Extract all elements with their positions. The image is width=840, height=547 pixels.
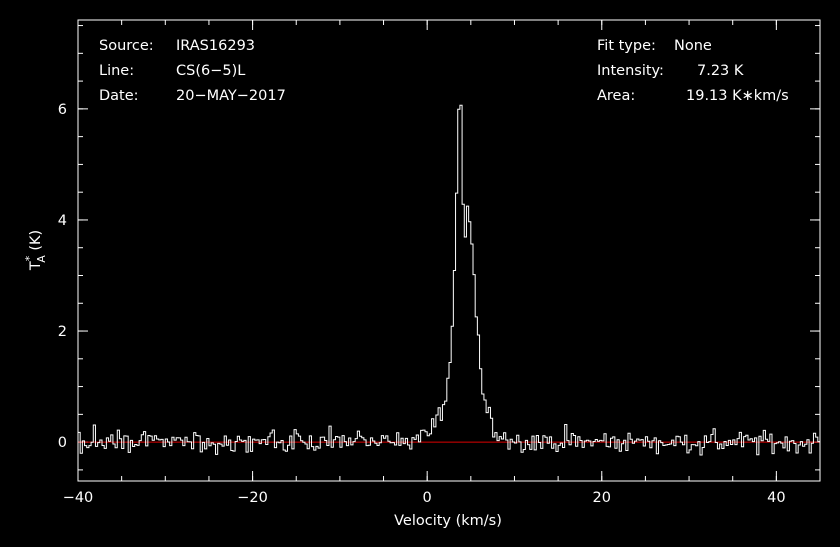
fit-type-key: Fit type: xyxy=(597,38,656,54)
y-tick-label: 6 xyxy=(58,102,67,118)
y-axis-label-unit: (K) xyxy=(28,230,44,255)
date-key: Date: xyxy=(99,88,139,104)
y-axis-label-main: T xyxy=(28,261,44,271)
area-value: 19.13 K∗km/s xyxy=(686,88,789,104)
source-value: IRAS16293 xyxy=(176,38,255,54)
y-axis-label-text: T*A (K) xyxy=(23,230,48,271)
plot-frame xyxy=(77,19,821,482)
tick-labels: −40 −20 0 20 40 0 2 4 6 xyxy=(58,102,786,506)
y-axis-label-sub: A xyxy=(35,255,48,263)
x-tick-label: 20 xyxy=(593,490,611,506)
x-axis-label: Velocity (km/s) xyxy=(394,513,502,529)
fit-type-value: None xyxy=(674,38,712,54)
line-value: CS(6−5)L xyxy=(176,63,245,79)
y-axis-label-sup: * xyxy=(23,255,36,261)
y-axis-label: T*A (K) xyxy=(23,230,48,271)
x-tick-label: −20 xyxy=(237,490,268,506)
source-key: Source: xyxy=(99,38,154,54)
x-tick-label: 0 xyxy=(423,490,432,506)
x-tick-label: 40 xyxy=(767,490,785,506)
y-tick-label: 0 xyxy=(58,435,67,451)
line-key: Line: xyxy=(99,63,134,79)
spectrum-line xyxy=(78,104,820,456)
x-tick-label: −40 xyxy=(63,490,94,506)
y-tick-label: 4 xyxy=(58,213,67,229)
area-key: Area: xyxy=(597,88,635,104)
y-tick-label: 2 xyxy=(58,324,67,340)
date-value: 20−MAY−2017 xyxy=(176,88,286,104)
intensity-value: 7.23 K xyxy=(697,63,744,79)
intensity-key: Intensity: xyxy=(597,63,664,79)
